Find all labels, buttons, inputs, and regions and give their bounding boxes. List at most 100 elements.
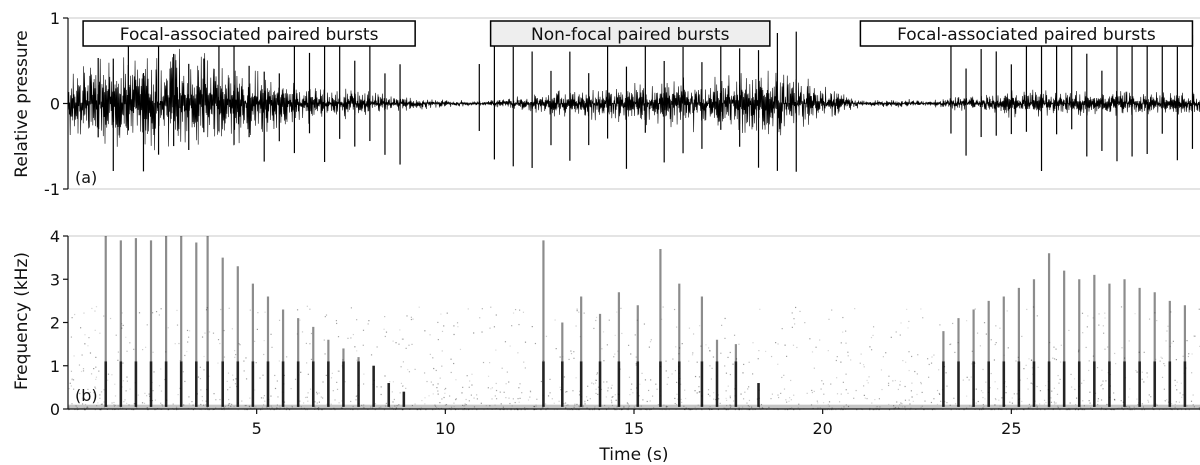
noise-speck: [459, 348, 462, 351]
noise-speck: [86, 406, 88, 408]
noise-speck: [578, 405, 580, 407]
noise-speck: [254, 340, 256, 342]
noise-speck: [1101, 369, 1103, 371]
noise-speck: [952, 322, 954, 325]
noise-speck: [743, 363, 745, 366]
noise-speck: [384, 335, 386, 338]
noise-speck: [380, 386, 382, 388]
noise-speck: [444, 392, 446, 394]
noise-speck: [391, 407, 393, 409]
noise-speck: [742, 398, 745, 400]
noise-speck: [983, 405, 985, 408]
noise-speck: [155, 310, 158, 313]
low-frequency-band: [68, 404, 1200, 409]
noise-speck: [133, 348, 135, 350]
noise-speck: [595, 316, 598, 319]
noise-speck: [473, 397, 475, 399]
noise-speck: [309, 388, 312, 390]
noise-speck: [331, 372, 333, 374]
noise-speck: [487, 387, 489, 389]
noise-speck: [1143, 381, 1145, 383]
panel-a-tag: (a): [75, 168, 97, 187]
noise-speck: [238, 343, 240, 345]
noise-speck: [174, 343, 176, 345]
noise-speck: [1191, 372, 1193, 374]
noise-speck: [758, 406, 761, 409]
noise-speck: [777, 343, 779, 345]
noise-speck: [541, 407, 543, 409]
noise-speck: [971, 363, 973, 365]
noise-speck: [437, 338, 439, 341]
noise-speck: [853, 397, 855, 399]
noise-speck: [259, 377, 261, 379]
noise-speck: [725, 372, 728, 374]
noise-speck: [301, 331, 304, 333]
noise-speck: [1049, 341, 1051, 344]
noise-speck: [1186, 405, 1188, 407]
noise-speck: [453, 405, 455, 408]
noise-speck: [1009, 401, 1011, 403]
noise-speck: [901, 403, 903, 405]
noise-speck: [957, 341, 959, 344]
noise-speck: [1090, 407, 1092, 409]
noise-speck: [999, 327, 1001, 329]
noise-speck: [402, 385, 404, 387]
noise-speck: [356, 319, 358, 321]
noise-speck: [827, 350, 829, 352]
noise-speck: [350, 337, 352, 339]
noise-speck: [938, 392, 940, 395]
noise-speck: [793, 318, 795, 320]
noise-speck: [309, 343, 311, 345]
noise-speck: [354, 346, 356, 348]
noise-speck: [634, 334, 636, 336]
noise-speck: [1137, 404, 1139, 406]
noise-speck: [647, 389, 650, 392]
noise-speck: [667, 376, 669, 379]
noise-speck: [299, 400, 301, 402]
noise-speck: [920, 406, 922, 409]
noise-speck: [418, 306, 420, 308]
noise-speck: [356, 395, 358, 397]
noise-speck: [840, 393, 842, 395]
noise-speck: [579, 406, 581, 408]
noise-speck: [94, 387, 97, 390]
noise-speck: [122, 407, 124, 409]
noise-speck: [470, 394, 472, 396]
noise-speck: [441, 398, 443, 400]
noise-speck: [966, 376, 968, 378]
noise-speck: [828, 318, 830, 320]
noise-speck: [414, 403, 416, 405]
noise-speck: [446, 312, 448, 314]
noise-speck: [845, 389, 847, 391]
noise-speck: [639, 383, 641, 385]
noise-speck: [234, 356, 236, 358]
noise-speck: [995, 398, 997, 401]
noise-speck: [270, 333, 272, 335]
noise-speck: [245, 404, 247, 407]
noise-speck: [994, 381, 996, 383]
noise-speck: [607, 387, 609, 389]
y-tick-label: -1: [44, 180, 60, 199]
noise-speck: [113, 404, 115, 406]
noise-speck: [576, 403, 578, 406]
noise-speck: [325, 374, 327, 377]
noise-speck: [463, 405, 465, 407]
noise-speck: [103, 406, 105, 408]
noise-speck: [152, 312, 154, 314]
noise-speck: [262, 404, 265, 406]
noise-speck: [587, 399, 589, 401]
noise-speck: [975, 402, 977, 404]
noise-speck: [650, 379, 652, 381]
noise-speck: [916, 393, 918, 396]
noise-speck: [70, 385, 72, 387]
noise-speck: [158, 314, 160, 316]
noise-speck: [437, 393, 439, 395]
noise-speck: [1198, 407, 1200, 409]
noise-speck: [729, 404, 731, 406]
noise-speck: [698, 376, 701, 378]
noise-speck: [954, 351, 956, 354]
noise-speck: [696, 361, 698, 363]
noise-speck: [698, 325, 701, 327]
noise-speck: [842, 316, 844, 319]
noise-speck: [596, 373, 598, 376]
